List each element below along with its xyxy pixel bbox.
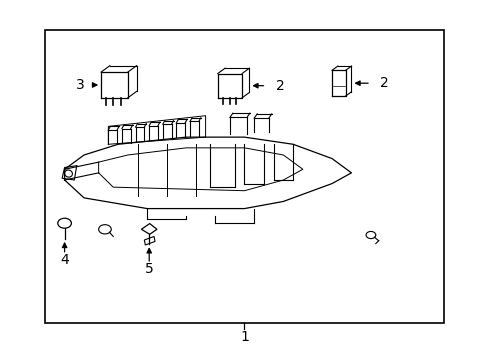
Ellipse shape bbox=[64, 170, 72, 177]
Polygon shape bbox=[144, 237, 155, 245]
Polygon shape bbox=[141, 224, 157, 234]
Text: 5: 5 bbox=[144, 262, 153, 276]
Text: 3: 3 bbox=[76, 78, 84, 92]
Text: 1: 1 bbox=[240, 330, 248, 344]
Text: 2: 2 bbox=[379, 76, 387, 90]
Text: 2: 2 bbox=[276, 79, 285, 93]
Bar bbox=[45, 30, 443, 323]
Text: 4: 4 bbox=[60, 253, 69, 267]
